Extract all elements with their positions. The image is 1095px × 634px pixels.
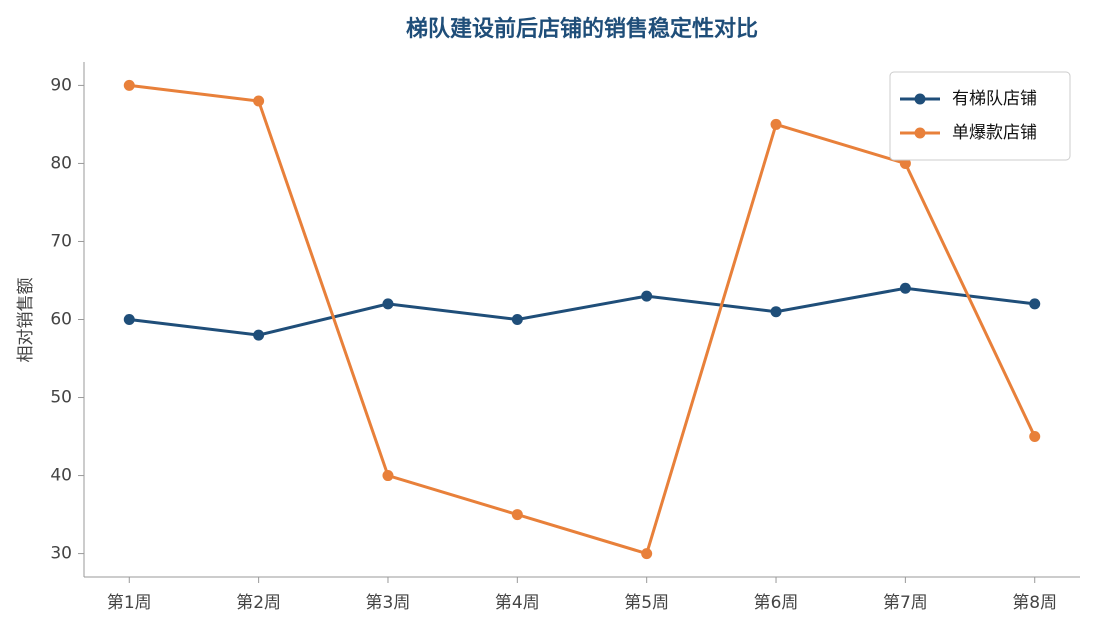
line <box>129 83 1037 556</box>
point <box>123 314 135 325</box>
y-tick-label: 30 <box>50 544 72 564</box>
point <box>511 509 523 521</box>
x-tick-label: 第2周 <box>236 593 281 613</box>
point <box>899 282 911 294</box>
legend-marker <box>914 93 926 105</box>
x-tick-label: 第1周 <box>107 593 152 613</box>
point <box>770 118 782 130</box>
y-tick-label: 70 <box>50 231 72 251</box>
x-tick-label: 第3周 <box>366 593 411 613</box>
chart-title: 梯队建设前后店铺的销售稳定性对比 <box>406 16 758 42</box>
x-tick-label: 第5周 <box>624 593 669 613</box>
y-tick-label: 40 <box>50 466 72 486</box>
x-tick-label: 第4周 <box>495 593 540 613</box>
y-tick-label: 80 <box>50 153 72 173</box>
legend-label: 有梯队店铺 <box>952 89 1037 109</box>
x-tick-label: 第6周 <box>754 593 799 613</box>
point <box>511 314 523 325</box>
point <box>382 470 394 482</box>
x-tick-label: 第8周 <box>1012 593 1057 613</box>
point <box>641 548 653 560</box>
point <box>253 95 265 107</box>
point <box>641 290 653 302</box>
point <box>1029 431 1041 443</box>
point <box>382 298 394 310</box>
point <box>899 157 911 169</box>
point <box>1029 298 1041 310</box>
y-tick-label: 90 <box>50 75 72 95</box>
x-tick-label: 第7周 <box>883 593 928 613</box>
y-tick-label: 60 <box>50 310 72 330</box>
legend-box <box>889 71 1071 161</box>
legend-marker <box>914 127 926 139</box>
point <box>123 79 135 91</box>
line <box>129 286 1035 337</box>
point <box>253 329 265 341</box>
legend-label: 单爆款店铺 <box>952 123 1037 143</box>
y-tick-label: 50 <box>50 388 72 408</box>
y-axis-label: 相对销售额 <box>16 278 36 363</box>
point <box>770 306 782 318</box>
